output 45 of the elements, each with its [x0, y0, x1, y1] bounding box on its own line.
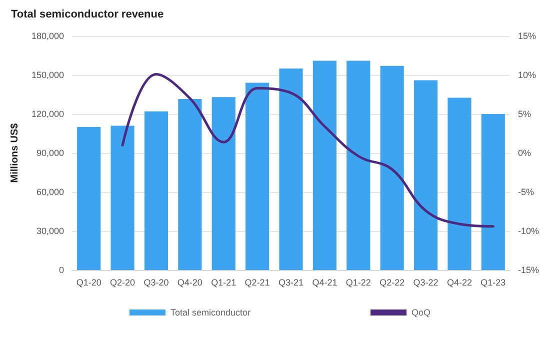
x-tick-label: Q2-21 [244, 278, 270, 288]
x-tick-label: Q4-22 [446, 278, 472, 288]
y2-tick-label: -15% [518, 265, 540, 275]
x-tick-label: Q3-21 [278, 278, 304, 288]
legend-label: Total semiconductor [170, 308, 251, 318]
x-tick-label: Q2-22 [380, 278, 405, 288]
bar [212, 97, 236, 270]
x-tick-label: Q4-20 [177, 278, 202, 288]
x-tick-label: Q3-22 [413, 278, 438, 288]
bar [448, 98, 472, 270]
y2-tick-label: -5% [518, 187, 534, 197]
y2-tick-label: 10% [518, 70, 536, 80]
bar [246, 82, 270, 270]
x-tick-label: Q4-21 [312, 278, 338, 288]
y2-tick-label: 5% [518, 109, 532, 119]
bar [380, 66, 404, 270]
x-tick-label: Q1-22 [346, 278, 371, 288]
y-tick-label: 30,000 [36, 226, 64, 236]
y2-tick-label: -10% [518, 226, 540, 236]
x-tick-label: Q3-20 [144, 278, 169, 288]
x-tick-label: Q1-20 [76, 278, 102, 288]
y-tick-label: 0 [58, 265, 64, 275]
y-axis-title: Millions US$ [10, 122, 20, 183]
y-tick-label: 120,000 [31, 109, 64, 119]
bar [77, 127, 101, 270]
bar [110, 126, 134, 270]
bar [414, 80, 438, 270]
x-tick-label: Q1-23 [480, 278, 506, 288]
y-tick-label: 90,000 [36, 148, 64, 158]
bar [144, 111, 168, 270]
y2-tick-label: 15% [518, 31, 536, 41]
y-tick-label: 150,000 [31, 70, 64, 80]
x-tick-label: Q2-20 [110, 278, 136, 288]
y-tick-label: 180,000 [31, 31, 64, 41]
bar [178, 99, 202, 270]
bar [279, 68, 303, 270]
bar [481, 114, 505, 270]
y-tick-label: 60,000 [36, 187, 64, 197]
chart-title: Total semiconductor revenue [11, 8, 164, 20]
bar [312, 60, 336, 270]
x-tick-label: Q1-21 [211, 278, 236, 288]
bar [346, 60, 370, 270]
line-series [121, 72, 494, 228]
y2-tick-label: 0% [518, 148, 532, 158]
legend-label: QoQ [412, 308, 431, 318]
